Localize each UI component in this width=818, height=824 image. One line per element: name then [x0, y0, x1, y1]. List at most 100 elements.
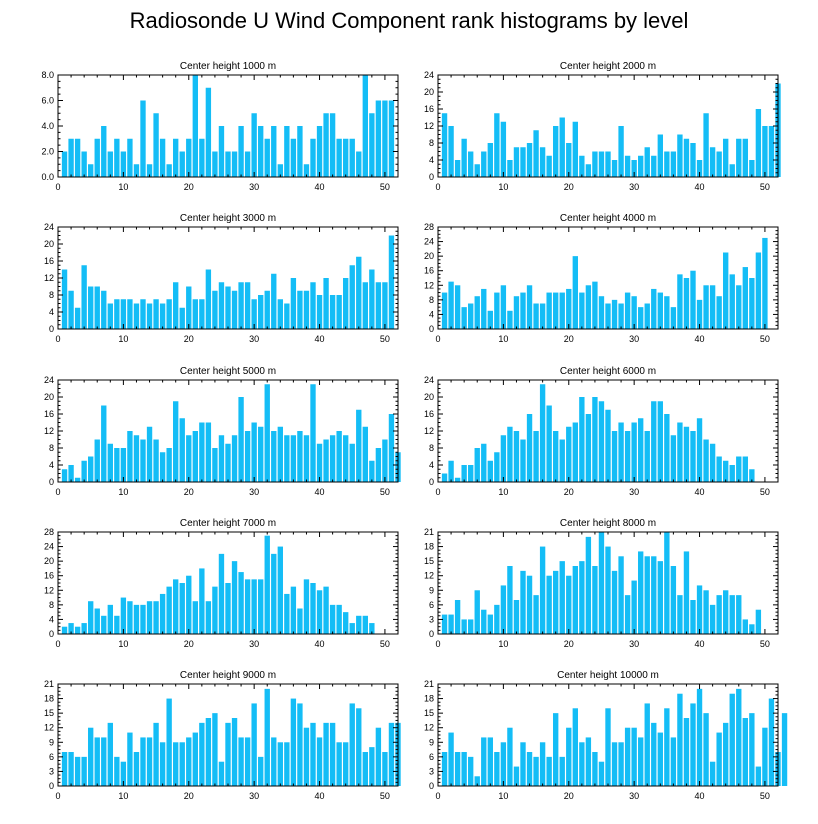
y-tick-label: 16	[44, 571, 54, 581]
histogram-bar	[231, 561, 238, 634]
histogram-bar	[716, 732, 722, 786]
y-tick-label: 12	[424, 571, 434, 581]
histogram-bar	[323, 278, 329, 329]
panel-title: Center height 6000 m	[560, 366, 656, 377]
panel-title: Center height 10000 m	[557, 670, 659, 681]
histogram-bar	[690, 431, 696, 482]
histogram-bar	[349, 265, 355, 329]
y-tick-label: 0	[429, 781, 434, 791]
histogram-bar	[205, 601, 212, 634]
histogram-bar	[611, 431, 618, 482]
y-tick-label: 12	[424, 280, 434, 290]
histogram-bar	[68, 138, 74, 177]
x-tick-label: 0	[435, 334, 440, 344]
histogram-bar	[441, 113, 448, 177]
histogram-bar	[238, 572, 244, 634]
histogram-bar	[277, 164, 283, 177]
histogram-bar	[690, 703, 696, 786]
histogram-bar	[566, 143, 572, 177]
histogram-bar	[88, 286, 94, 329]
histogram-bar	[441, 614, 448, 634]
histogram-bar	[670, 151, 677, 177]
histogram-bar	[225, 443, 231, 482]
histogram-bar	[120, 597, 127, 634]
histogram-bar	[375, 448, 382, 482]
histogram-bar	[723, 252, 729, 329]
histogram-bar	[742, 267, 748, 329]
histogram-bar	[500, 285, 507, 329]
histogram-bar	[94, 138, 100, 177]
histogram-bar	[533, 431, 539, 482]
histogram-bar	[709, 443, 716, 482]
histogram-bar	[369, 623, 375, 634]
histogram-bar	[375, 727, 382, 786]
x-tick-label: 50	[380, 791, 390, 801]
histogram-bar	[290, 435, 297, 482]
histogram-bar	[146, 737, 153, 786]
histogram-bar	[101, 405, 107, 482]
histogram-bar	[218, 282, 225, 329]
y-tick-label: 8	[49, 600, 54, 610]
y-tick-label: 2.0	[41, 147, 54, 157]
histogram-bar	[461, 138, 467, 177]
histogram-bar	[742, 138, 748, 177]
histogram-bar	[258, 126, 264, 177]
histogram-bar	[212, 713, 218, 786]
x-tick-label: 40	[695, 334, 705, 344]
histogram-bar	[461, 307, 467, 329]
histogram-bar	[526, 752, 533, 786]
histogram-bar	[146, 164, 153, 177]
histogram-bar	[107, 722, 113, 786]
y-tick-label: 3	[429, 614, 434, 624]
y-tick-label: 9	[49, 737, 54, 747]
histogram-bar	[638, 418, 644, 482]
histogram-bar	[736, 456, 742, 482]
histogram-bar	[762, 126, 768, 177]
histogram-bar	[277, 299, 283, 329]
histogram-bar	[94, 286, 100, 329]
histogram-bar	[277, 546, 283, 634]
x-tick-label: 10	[118, 487, 128, 497]
histogram-bar	[520, 570, 526, 634]
x-tick-label: 50	[380, 639, 390, 649]
histogram-bar	[251, 579, 257, 634]
histogram-bar	[644, 703, 650, 786]
y-tick-label: 21	[44, 679, 54, 689]
histogram-bar	[592, 281, 598, 329]
histogram-bar	[388, 722, 395, 786]
histogram-bar	[231, 435, 238, 482]
histogram-bar	[343, 612, 349, 634]
histogram-bar	[598, 532, 605, 634]
histogram-bar	[553, 292, 559, 329]
y-tick-label: 0	[429, 172, 434, 182]
histogram-bar	[670, 566, 677, 634]
histogram-bar	[546, 292, 552, 329]
x-tick-label: 30	[629, 334, 639, 344]
histogram-bar	[264, 688, 270, 786]
histogram-bar	[454, 160, 461, 177]
y-tick-label: 15	[44, 708, 54, 718]
histogram-bar	[264, 384, 270, 482]
histogram-bar	[526, 575, 533, 634]
histogram-panel: Center height 10000 m 0 10 20 30 40 50 0 3 6 9 12 15…	[424, 670, 788, 801]
y-tick-label: 8.0	[41, 70, 54, 80]
panel-title: Center height 7000 m	[180, 518, 276, 529]
x-tick-label: 10	[118, 639, 128, 649]
histogram-bar	[88, 727, 94, 786]
histogram-bar	[199, 422, 205, 482]
histogram-bar	[624, 595, 631, 634]
histogram-bar	[716, 595, 722, 634]
y-tick-label: 12	[44, 426, 54, 436]
histogram-bar	[566, 426, 572, 482]
histogram-bar	[349, 443, 355, 482]
y-tick-label: 24	[44, 222, 54, 232]
x-tick-label: 20	[564, 182, 574, 192]
histogram-bar	[159, 452, 166, 482]
histogram-bar	[192, 601, 198, 634]
histogram-bar	[566, 727, 572, 786]
histogram-bar	[127, 299, 133, 329]
histogram-bar	[683, 551, 690, 634]
histogram-bar	[199, 138, 205, 177]
histogram-bar	[205, 87, 212, 177]
histogram-bar	[336, 138, 342, 177]
